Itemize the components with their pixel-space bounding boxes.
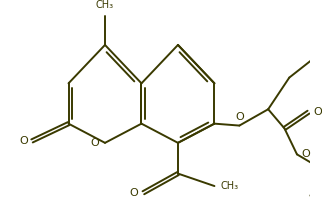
- Text: O: O: [313, 107, 322, 117]
- Text: O: O: [130, 188, 138, 198]
- Text: CH₃: CH₃: [220, 181, 238, 191]
- Text: O: O: [19, 136, 28, 146]
- Text: CH₃: CH₃: [96, 0, 114, 10]
- Text: O: O: [302, 149, 310, 159]
- Text: O: O: [235, 112, 244, 122]
- Text: O: O: [90, 138, 99, 148]
